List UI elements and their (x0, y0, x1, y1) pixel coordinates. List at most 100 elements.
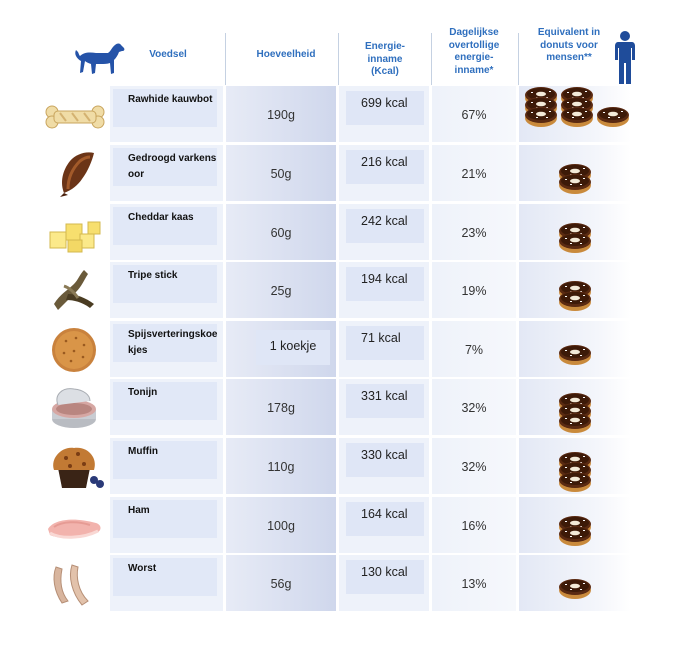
quantity-value: 178g (267, 401, 295, 415)
daily-percent-value: 32% (461, 401, 487, 415)
energy-box (346, 91, 424, 125)
header-food: Voedsel (149, 49, 187, 60)
energy-cell: 164 kcal (339, 497, 429, 553)
food-name: Spijsverteringskoekjes (128, 329, 218, 356)
header-donuts: Equivalent in donuts voor mensen** (537, 27, 601, 63)
quantity-box: 1 koekje (256, 330, 330, 365)
daily-percent-value: 19% (461, 284, 487, 298)
food-name: Tripe stick (128, 270, 178, 281)
quantity-cell: 50g (226, 145, 336, 201)
donut-equivalent-cell (519, 555, 631, 611)
table-row: Spijsverteringskoekjes 1 koekje 71 kcal … (0, 321, 677, 377)
quantity-value: 190g (267, 108, 295, 122)
energy-cell: 699 kcal (339, 86, 429, 142)
daily-percent-cell: 23% (432, 204, 516, 260)
quantity-value: 50g (270, 167, 292, 181)
food-name-cell: Ham (110, 497, 223, 553)
daily-percent-value: 13% (461, 577, 487, 591)
food-name: Worst (128, 563, 157, 574)
header-divider (225, 33, 226, 85)
food-name-cell: Tonijn (110, 379, 223, 435)
quantity-value: 110g (267, 460, 295, 474)
table-row: Muffin 110g 330 kcal 32% (0, 438, 677, 494)
dog-icon (75, 43, 125, 74)
quantity-value: 60g (270, 226, 292, 240)
header-daily: Dagelijkse overtollige energie-inname* (448, 27, 500, 76)
header-divider (338, 33, 339, 85)
name-card (113, 382, 217, 420)
table-row: Gedroogd varkensoor 50g 216 kcal 21% (0, 145, 677, 201)
energy-value: 130 kcal (361, 565, 408, 579)
donut-equivalent-cell (519, 497, 631, 553)
name-card (113, 265, 217, 303)
food-name: Muffin (128, 446, 158, 457)
table-row: Cheddar kaas 60g 242 kcal 23% (0, 204, 677, 260)
food-name: Ham (128, 505, 150, 516)
energy-cell: 194 kcal (339, 262, 429, 318)
tuna-can-icon (44, 381, 106, 433)
energy-box (346, 209, 424, 243)
food-name-cell: Tripe stick (110, 262, 223, 318)
header-quantity: Hoeveelheid (256, 49, 316, 60)
quantity-cell: 60g (226, 204, 336, 260)
person-icon (615, 31, 635, 84)
rawhide-bone-icon (44, 88, 106, 140)
energy-value: 330 kcal (361, 448, 408, 462)
energy-cell: 330 kcal (339, 438, 429, 494)
energy-box (346, 384, 424, 418)
daily-percent-value: 21% (461, 167, 487, 181)
table-row: Worst 56g 130 kcal 13% (0, 555, 677, 611)
donut-equivalent-cell (519, 438, 631, 494)
energy-cell: 130 kcal (339, 555, 429, 611)
daily-percent-value: 7% (464, 343, 484, 357)
quantity-cell: 25g (226, 262, 336, 318)
sausages-icon (44, 557, 106, 609)
name-card (113, 207, 217, 245)
food-name-cell: Rawhide kauwbot (110, 86, 223, 142)
tripe-stick-icon (44, 264, 106, 316)
energy-box (346, 267, 424, 301)
quantity-value: 1 koekje (269, 339, 317, 353)
energy-box (346, 150, 424, 184)
energy-box (346, 560, 424, 594)
energy-cell: 331 kcal (339, 379, 429, 435)
quantity-value: 100g (267, 519, 295, 533)
donut-equivalent-cell (519, 145, 631, 201)
quantity-cell: 110g (226, 438, 336, 494)
header-divider (518, 33, 519, 85)
daily-percent-value: 16% (461, 519, 487, 533)
energy-value: 164 kcal (361, 507, 408, 521)
name-card (113, 324, 217, 362)
donut-equivalent-cell (519, 204, 631, 260)
daily-percent-cell: 19% (432, 262, 516, 318)
energy-cell: 216 kcal (339, 145, 429, 201)
quantity-cell: 56g (226, 555, 336, 611)
food-name-cell: Gedroogd varkensoor (110, 145, 223, 201)
daily-percent-cell: 21% (432, 145, 516, 201)
daily-percent-value: 67% (461, 108, 487, 122)
quantity-cell: 100g (226, 497, 336, 553)
daily-percent-cell: 32% (432, 438, 516, 494)
quantity-cell: 190g (226, 86, 336, 142)
daily-percent-cell: 32% (432, 379, 516, 435)
donut-equivalent-cell (519, 262, 631, 318)
food-name: Gedroogd varkensoor (128, 153, 217, 180)
energy-value: 699 kcal (361, 96, 408, 110)
daily-percent-cell: 7% (432, 321, 516, 377)
energy-value: 242 kcal (361, 214, 408, 228)
name-card (113, 441, 217, 479)
energy-box (346, 326, 424, 360)
quantity-cell: 1 koekje (226, 321, 336, 377)
daily-percent-cell: 16% (432, 497, 516, 553)
table-row: Rawhide kauwbot 190g 699 kcal 67% (0, 86, 677, 142)
energy-value: 216 kcal (361, 155, 408, 169)
cheese-cubes-icon (44, 206, 106, 258)
donut-equivalent-cell (519, 321, 631, 377)
name-card (113, 558, 217, 596)
daily-percent-value: 23% (461, 226, 487, 240)
name-card (113, 148, 217, 186)
quantity-value: 25g (270, 284, 292, 298)
ham-slices-icon (44, 499, 106, 551)
energy-box (346, 502, 424, 536)
donut-equivalent-cell (519, 86, 631, 142)
